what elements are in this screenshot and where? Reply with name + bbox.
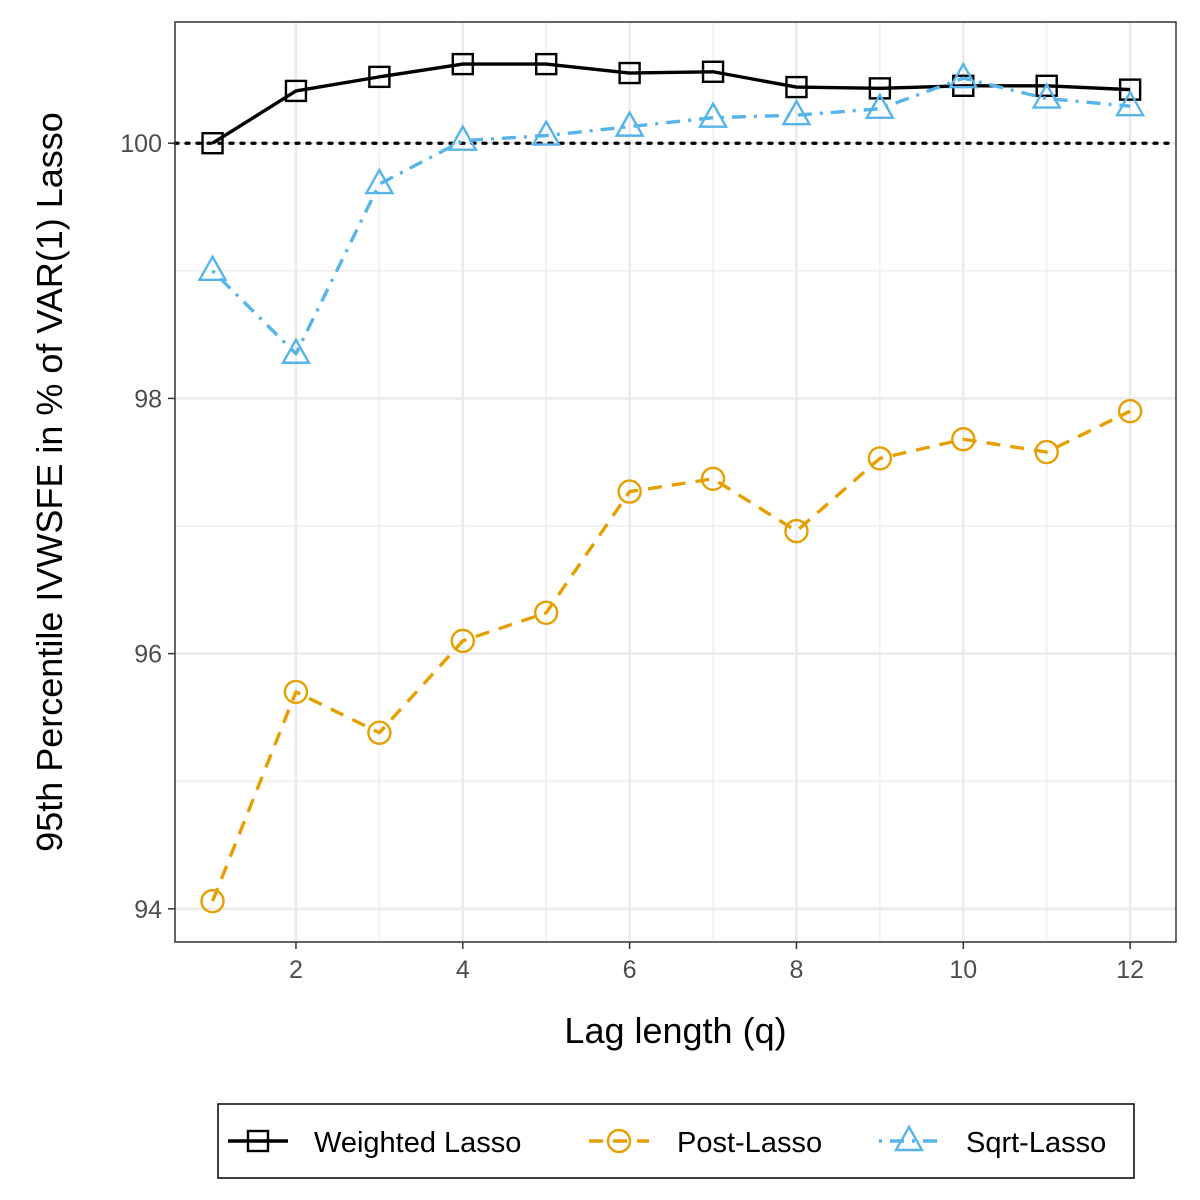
data-point-post-lasso [867,446,893,471]
x-tick-label: 4 [456,956,470,984]
data-point-sqrt-lasso [614,110,645,137]
data-point-weighted-lasso [284,79,308,103]
data-point-post-lasso [1117,398,1143,424]
legend-box [217,1103,1135,1179]
x-tick-label: 6 [623,956,637,984]
data-point-post-lasso [951,427,976,452]
series-lines [197,52,1146,914]
data-point-post-lasso [200,888,225,914]
series-weighted-lasso [201,52,1142,155]
x-tick-label: 8 [790,956,804,984]
data-point-weighted-lasso [701,60,725,83]
legend-key-marker-weighted-lasso [246,1129,270,1153]
data-point-sqrt-lasso [1031,82,1062,109]
data-point-post-lasso [367,720,392,745]
data-point-sqrt-lasso [197,254,228,282]
y-tick-label: 100 [120,130,162,158]
plot-panel [175,22,1176,942]
data-point-sqrt-lasso [531,119,562,146]
data-point-sqrt-lasso [864,92,895,119]
axis-ticks: 2 4 6 8 10 12 94 96 98 100 [120,130,1144,984]
data-point-post-lasso [534,600,559,625]
data-point-weighted-lasso [201,132,224,155]
data-point-post-lasso [784,518,809,544]
y-tick-label: 96 [134,641,162,669]
y-tick-label: 94 [134,896,162,924]
legend-item-weighted-lasso: Weighted Lasso [228,1127,521,1159]
plot-border [174,21,1177,943]
y-axis-title: 95th Percentile IVWSFE in % of VAR(1) La… [29,112,70,852]
series-sqrt-lasso [197,61,1146,364]
data-point-post-lasso [283,679,309,705]
legend-item-sqrt-lasso: Sqrt-Lasso [879,1124,1106,1159]
data-point-post-lasso [617,479,642,504]
data-point-weighted-lasso [1035,74,1058,98]
data-point-weighted-lasso [785,75,808,99]
data-point-sqrt-lasso [697,101,729,128]
data-point-post-lasso [1034,439,1059,465]
data-point-post-lasso [700,466,726,492]
series-line-weighted-lasso [211,62,1131,145]
legend-item-post-lasso: Post-Lasso [589,1127,822,1159]
data-point-weighted-lasso [868,77,892,100]
series-post-lasso [200,398,1143,914]
data-point-sqrt-lasso [447,124,478,151]
data-point-weighted-lasso [535,52,558,76]
data-point-post-lasso [450,628,475,654]
data-point-weighted-lasso [952,74,975,98]
data-point-weighted-lasso [368,65,391,89]
data-point-sqrt-lasso [948,61,979,89]
legend-key-marker-sqrt-lasso [893,1124,925,1152]
grid-lines [175,22,1176,942]
x-tick-label: 2 [289,956,303,984]
data-point-weighted-lasso [618,61,641,85]
legend-label-weighted-lasso: Weighted Lasso [314,1127,521,1159]
data-point-sqrt-lasso [1115,89,1146,117]
x-axis-title: Lag length (q) [564,1010,786,1051]
legend-label-post-lasso: Post-Lasso [677,1127,822,1159]
x-tick-label: 12 [1116,956,1144,984]
data-point-weighted-lasso [451,52,474,76]
y-tick-label: 98 [134,385,162,413]
legend: Weighted Lasso Post-Lasso Sqrt-Lasso [217,1103,1135,1179]
data-point-weighted-lasso [1118,78,1142,101]
data-point-sqrt-lasso [280,337,312,364]
series-line-sqrt-lasso [211,76,1131,356]
legend-key-marker-post-lasso [606,1128,632,1154]
data-point-sqrt-lasso [781,98,812,126]
data-point-sqrt-lasso [364,167,395,195]
legend-label-sqrt-lasso: Sqrt-Lasso [966,1127,1106,1159]
x-tick-label: 10 [949,956,977,984]
